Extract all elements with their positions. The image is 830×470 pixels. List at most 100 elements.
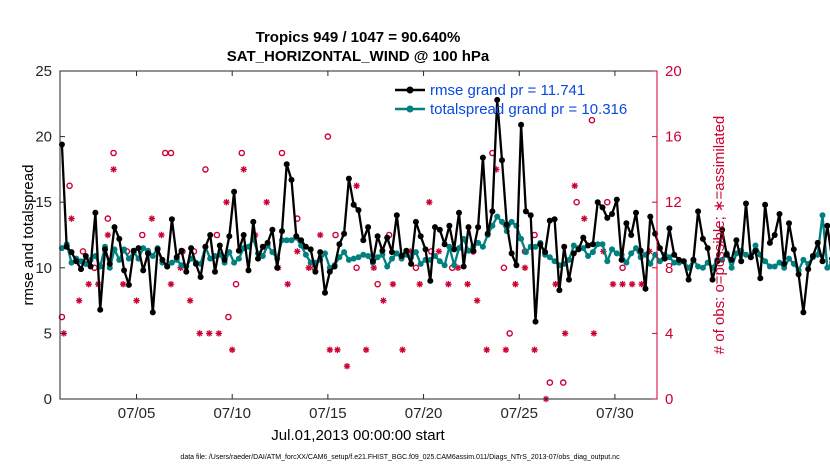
right-y-tick-label: 12 bbox=[665, 194, 682, 211]
obs-assimilated-marker bbox=[104, 231, 112, 239]
obs-assimilated-marker bbox=[110, 166, 117, 173]
obs-possible-marker bbox=[559, 379, 567, 386]
right-y-tick-label: 8 bbox=[665, 260, 673, 277]
totalspread-point bbox=[814, 251, 821, 258]
rmse-point bbox=[551, 216, 558, 223]
obs-assimilated-stroke bbox=[445, 281, 452, 287]
rmse-point bbox=[594, 199, 601, 206]
rmse-point bbox=[809, 253, 816, 259]
rmse-point bbox=[489, 208, 496, 215]
rmse-series bbox=[58, 96, 830, 325]
totalspread-point bbox=[719, 256, 726, 263]
rmse-point bbox=[345, 175, 352, 182]
rmse-point bbox=[633, 209, 639, 216]
rmse-point bbox=[408, 260, 415, 267]
rmse-point bbox=[695, 208, 702, 215]
rmse-point bbox=[580, 234, 587, 241]
totalspread-point bbox=[345, 256, 352, 263]
obs-assimilated-marker bbox=[240, 166, 247, 173]
totalspread-point bbox=[393, 250, 400, 257]
rmse-point bbox=[288, 176, 295, 183]
totalspread-point bbox=[585, 253, 592, 259]
obs-assimilated-stroke bbox=[216, 330, 222, 337]
rmse-point bbox=[336, 241, 343, 248]
totalspread-point bbox=[412, 249, 419, 256]
obs-possible-marker bbox=[225, 313, 232, 321]
totalspread-point bbox=[786, 255, 792, 262]
rmse-point bbox=[111, 224, 118, 231]
obs-assimilated-marker bbox=[317, 231, 324, 239]
rmse-point bbox=[145, 250, 151, 257]
obs-assimilated-marker bbox=[186, 297, 194, 304]
rmse-point bbox=[235, 247, 242, 254]
obs-assimilated-stroke bbox=[562, 330, 568, 337]
obs-assimilated-stroke bbox=[196, 330, 203, 337]
obs-possible-marker bbox=[374, 280, 381, 288]
obs-assimilated-marker bbox=[326, 346, 333, 353]
totalspread-point bbox=[350, 255, 357, 262]
obs-assimilated-stroke bbox=[223, 199, 230, 205]
obs-assimilated-stroke bbox=[483, 347, 490, 353]
obs-assimilated-marker bbox=[380, 297, 387, 304]
totalspread-point bbox=[819, 212, 826, 219]
rmse-point bbox=[403, 247, 410, 254]
totalspread-point bbox=[508, 218, 515, 225]
totalspread-point bbox=[566, 256, 572, 263]
legend-spread-label: totalspread grand pr = 10.316 bbox=[430, 101, 627, 118]
obs-assimilated-stroke bbox=[294, 248, 301, 255]
obs-assimilated-marker bbox=[75, 297, 83, 304]
rmse-point bbox=[432, 224, 438, 231]
rmse-point bbox=[250, 218, 257, 225]
rmse-point bbox=[436, 226, 443, 233]
obs-possible-marker bbox=[238, 149, 246, 157]
totalspread-point bbox=[824, 264, 830, 271]
rmse-point bbox=[125, 281, 132, 288]
rmse-point bbox=[78, 266, 84, 273]
obs-assimilated-stroke bbox=[240, 166, 247, 173]
obs-assimilated-stroke bbox=[426, 199, 433, 205]
obs-assimilated-marker bbox=[521, 264, 529, 271]
totalspread-point bbox=[140, 245, 147, 252]
rmse-point bbox=[781, 260, 788, 267]
totalspread-point bbox=[532, 243, 539, 250]
rmse-point bbox=[518, 121, 525, 128]
obs-assimilated-marker bbox=[502, 346, 510, 353]
rmse-point bbox=[207, 232, 214, 238]
obs-assimilated-marker bbox=[223, 199, 230, 206]
rmse-point bbox=[427, 277, 434, 284]
rmse-point bbox=[570, 250, 577, 257]
obs-assimilated-stroke bbox=[120, 281, 126, 287]
totalspread-point bbox=[776, 259, 783, 266]
totalspread-point bbox=[546, 254, 553, 261]
rmse-point bbox=[589, 241, 596, 248]
obs-assimilated-marker bbox=[353, 182, 360, 189]
obs-assimilated-marker bbox=[343, 363, 351, 370]
rmse-point bbox=[302, 243, 309, 250]
totalspread-point bbox=[489, 222, 496, 229]
totalspread-point bbox=[695, 263, 702, 270]
totalspread-point bbox=[656, 258, 663, 265]
obs-assimilated-marker bbox=[628, 281, 636, 288]
obs-possible-marker bbox=[104, 215, 112, 222]
chart-title-line1: Tropics 949 / 1047 = 90.640% bbox=[256, 29, 461, 46]
left-y-axis-ticks: 0 5 10 15 20 25 bbox=[35, 63, 65, 408]
obs-assimilated-marker bbox=[512, 281, 519, 288]
x-axis-label: Jul.01,2013 00:00:00 start bbox=[271, 427, 445, 444]
obs-possible-marker bbox=[506, 330, 513, 337]
obs-assimilated-marker bbox=[445, 281, 452, 288]
rmse-point bbox=[360, 237, 367, 244]
rmse-point bbox=[460, 263, 467, 270]
obs-possible-marker bbox=[232, 280, 240, 288]
obs-assimilated-stroke bbox=[284, 281, 291, 287]
totalspread-point bbox=[666, 254, 673, 261]
obs-assimilated-marker bbox=[609, 281, 617, 288]
obs-possible-marker bbox=[278, 149, 286, 157]
obs-assimilated-stroke bbox=[522, 265, 528, 271]
totalspread-point bbox=[494, 213, 501, 220]
obs-assimilated-stroke bbox=[68, 215, 75, 222]
rmse-point bbox=[470, 247, 477, 254]
rmse-point bbox=[709, 276, 716, 283]
rmse-point bbox=[140, 267, 147, 274]
rmse-point bbox=[762, 201, 769, 208]
totalspread-point bbox=[752, 242, 759, 249]
